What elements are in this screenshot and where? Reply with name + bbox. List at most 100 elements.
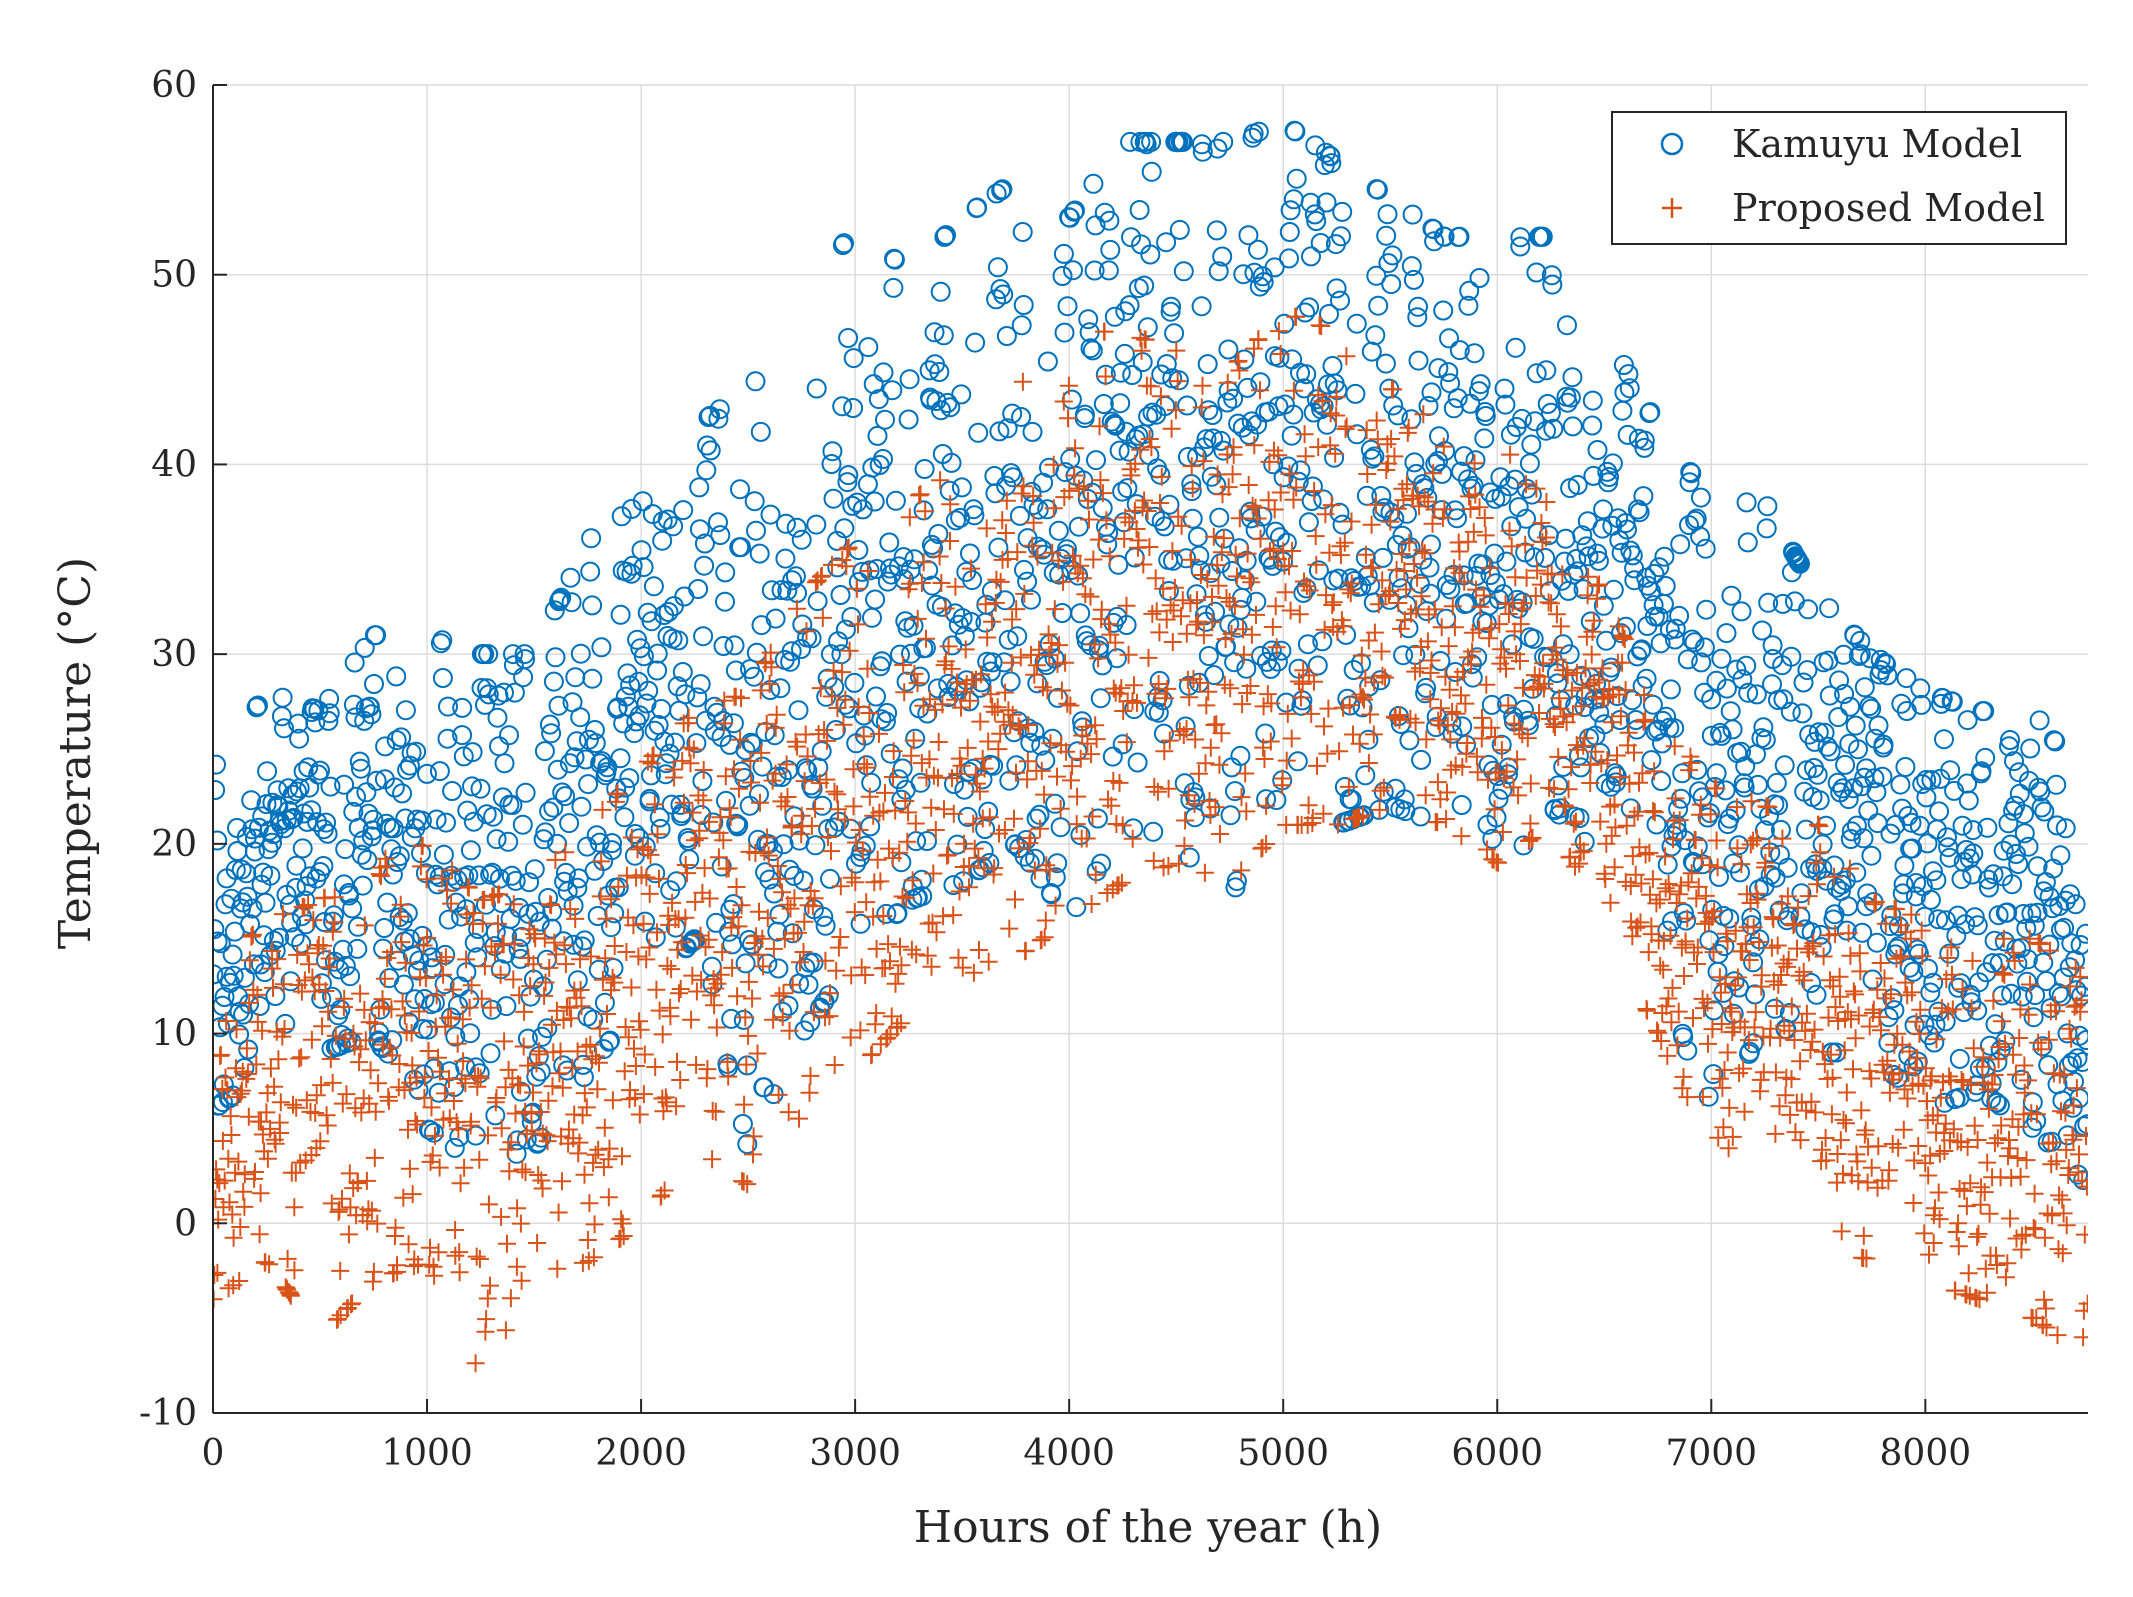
data-point bbox=[363, 809, 384, 830]
data-point bbox=[356, 782, 377, 803]
y-tick-label: 40 bbox=[151, 444, 197, 485]
data-point bbox=[222, 944, 243, 965]
plot-area bbox=[213, 85, 2088, 1413]
y-tick-label: 50 bbox=[151, 255, 197, 296]
data-point bbox=[319, 703, 340, 724]
data-point bbox=[343, 694, 364, 715]
series-layer bbox=[213, 120, 2088, 1373]
data-point bbox=[351, 844, 372, 865]
data-point bbox=[346, 786, 366, 807]
data-point bbox=[354, 710, 375, 731]
data-point bbox=[234, 967, 255, 988]
data-point bbox=[364, 674, 384, 694]
data-point bbox=[213, 933, 231, 954]
data-point bbox=[272, 687, 293, 708]
data-point bbox=[289, 728, 310, 749]
data-point bbox=[232, 892, 253, 913]
y-tick-label: -10 bbox=[139, 1393, 197, 1434]
data-point bbox=[305, 712, 326, 733]
data-point bbox=[225, 859, 246, 880]
y-tick-label: 10 bbox=[151, 1014, 197, 1055]
data-point bbox=[349, 751, 370, 772]
data-point bbox=[310, 760, 330, 781]
data-point bbox=[361, 826, 382, 847]
data-point bbox=[286, 855, 307, 876]
data-point bbox=[352, 875, 373, 896]
data-point bbox=[242, 898, 263, 919]
data-point bbox=[320, 776, 341, 797]
data-point bbox=[366, 770, 387, 791]
x-tick-label: 5000 bbox=[1237, 1433, 1329, 1474]
data-point bbox=[240, 914, 260, 935]
data-point bbox=[269, 927, 290, 948]
x-tick-label: 4000 bbox=[1023, 1433, 1115, 1474]
data-point bbox=[386, 666, 407, 687]
data-point bbox=[344, 652, 365, 673]
plot-background bbox=[213, 85, 2088, 1413]
data-point bbox=[308, 700, 329, 721]
y-tick-label: 60 bbox=[151, 65, 197, 106]
data-point bbox=[213, 780, 226, 800]
data-point bbox=[347, 916, 368, 937]
x-tick-label: 6000 bbox=[1451, 1433, 1543, 1474]
y-tick-label: 20 bbox=[151, 824, 197, 865]
data-point bbox=[284, 927, 305, 948]
data-point bbox=[223, 965, 244, 986]
data-point bbox=[283, 807, 304, 828]
data-point bbox=[386, 730, 407, 751]
data-point bbox=[389, 846, 410, 867]
data-point bbox=[350, 758, 371, 779]
data-point bbox=[391, 727, 412, 748]
data-point bbox=[377, 892, 398, 913]
data-point bbox=[342, 898, 363, 919]
data-point bbox=[229, 1024, 250, 1045]
data-point bbox=[228, 986, 248, 1007]
data-point bbox=[317, 823, 338, 844]
x-tick-label: 8000 bbox=[1880, 1433, 1972, 1474]
data-point bbox=[311, 988, 332, 1009]
data-point bbox=[237, 886, 258, 907]
legend-label: Kamuyu Model bbox=[1732, 122, 2022, 166]
data-point bbox=[318, 710, 339, 731]
data-point bbox=[332, 939, 353, 960]
y-axis-label: Temperature (°C) bbox=[50, 557, 101, 949]
data-point bbox=[357, 850, 378, 870]
data-point bbox=[260, 945, 281, 966]
data-point bbox=[255, 892, 276, 913]
y-tick-label: 0 bbox=[174, 1203, 197, 1244]
data-point bbox=[274, 718, 294, 739]
x-axis-label: Hours of the year (h) bbox=[914, 1502, 1382, 1553]
data-point bbox=[335, 956, 356, 976]
data-point bbox=[393, 974, 414, 995]
data-point bbox=[330, 999, 351, 1020]
x-tick-label: 1000 bbox=[381, 1433, 473, 1474]
legend: Kamuyu Model Proposed Model bbox=[1611, 111, 2067, 245]
data-point bbox=[316, 950, 336, 971]
data-point bbox=[319, 688, 340, 709]
data-point bbox=[313, 856, 334, 876]
data-point bbox=[392, 783, 413, 804]
data-point bbox=[366, 625, 387, 646]
x-tick-label: 2000 bbox=[595, 1433, 687, 1474]
data-point bbox=[361, 704, 382, 725]
data-point bbox=[375, 736, 396, 757]
data-point bbox=[214, 987, 235, 1007]
data-point bbox=[267, 795, 288, 816]
data-point bbox=[307, 812, 328, 833]
data-point bbox=[395, 700, 416, 721]
data-point bbox=[238, 1039, 259, 1060]
y-tick-label: 30 bbox=[151, 634, 197, 675]
data-point bbox=[281, 809, 302, 830]
data-point bbox=[213, 931, 228, 952]
data-point bbox=[257, 761, 278, 782]
data-point bbox=[213, 830, 228, 851]
data-point bbox=[399, 755, 420, 776]
data-point bbox=[340, 966, 361, 987]
x-tick-label: 0 bbox=[202, 1433, 225, 1474]
data-point bbox=[249, 996, 270, 1016]
data-point bbox=[243, 954, 264, 975]
data-point bbox=[262, 832, 282, 853]
data-point bbox=[354, 637, 375, 658]
x-tick-label: 3000 bbox=[809, 1433, 901, 1474]
